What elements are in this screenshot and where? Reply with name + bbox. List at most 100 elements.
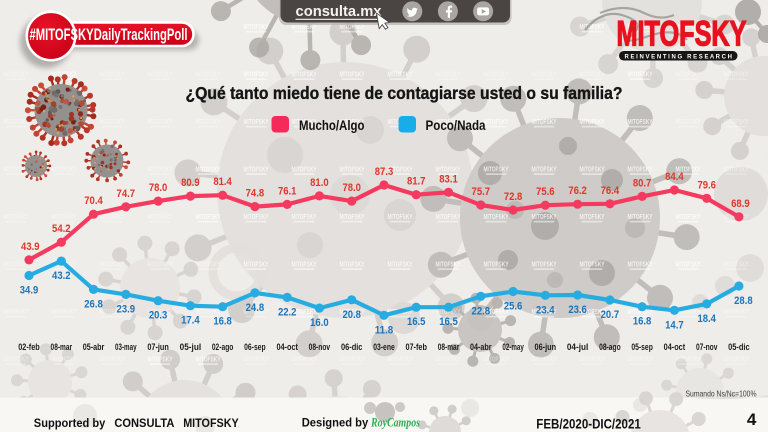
svg-text:MITOFSKY: MITOFSKY — [100, 72, 125, 79]
svg-text:81.4: 81.4 — [213, 176, 232, 188]
svg-text:MITOFSKY: MITOFSKY — [436, 167, 461, 174]
svg-text:MITOFSKY: MITOFSKY — [292, 72, 317, 79]
svg-text:MITOFSKY: MITOFSKY — [148, 357, 173, 364]
svg-text:MITOFSKY: MITOFSKY — [196, 262, 221, 269]
svg-text:MITOFSKY: MITOFSKY — [676, 24, 701, 31]
svg-text:MITOFSKY: MITOFSKY — [628, 214, 653, 221]
svg-text:MITOFSKY: MITOFSKY — [484, 214, 509, 221]
svg-text:MITOFSKY: MITOFSKY — [292, 24, 317, 31]
svg-text:MITOFSKY: MITOFSKY — [100, 214, 125, 221]
svg-text:03-ene: 03-ene — [373, 342, 395, 352]
svg-text:MITOFSKY: MITOFSKY — [340, 214, 365, 221]
svg-text:16.8: 16.8 — [213, 316, 232, 328]
svg-text:04-oct: 04-oct — [664, 342, 686, 352]
svg-text:MITOFSKY: MITOFSKY — [580, 309, 605, 316]
svg-text:MITOFSKY: MITOFSKY — [292, 167, 317, 174]
svg-text:76.1: 76.1 — [278, 185, 297, 197]
svg-text:MITOFSKY: MITOFSKY — [196, 119, 221, 126]
svg-text:MITOFSKY: MITOFSKY — [628, 167, 653, 174]
svg-text:MITOFSKY: MITOFSKY — [244, 309, 269, 316]
svg-text:83.1: 83.1 — [439, 173, 458, 185]
svg-text:MITOFSKY: MITOFSKY — [244, 119, 269, 126]
svg-text:75.6: 75.6 — [536, 186, 555, 198]
svg-text:#MITOFSKYDailyTrackingPoll: #MITOFSKYDailyTrackingPoll — [30, 26, 188, 44]
svg-text:MITOFSKY: MITOFSKY — [196, 72, 221, 79]
svg-text:MITOFSKY: MITOFSKY — [100, 262, 125, 269]
svg-text:MITOFSKY: MITOFSKY — [388, 167, 413, 174]
svg-text:MITOFSKY: MITOFSKY — [52, 357, 77, 364]
svg-text:06-sep: 06-sep — [244, 342, 266, 352]
svg-text:16.5: 16.5 — [439, 316, 458, 328]
svg-text:MITOFSKY: MITOFSKY — [484, 262, 509, 269]
svg-text:MITOFSKY: MITOFSKY — [436, 357, 461, 364]
svg-text:Supported by: Supported by — [34, 416, 106, 430]
svg-text:23.9: 23.9 — [117, 303, 136, 315]
svg-text:Designed by: Designed by — [302, 416, 369, 430]
svg-text:79.6: 79.6 — [697, 179, 716, 191]
svg-text:MITOFSKY: MITOFSKY — [196, 309, 221, 316]
svg-text:20.3: 20.3 — [149, 310, 168, 322]
svg-text:MITOFSKY: MITOFSKY — [436, 119, 461, 126]
svg-text:MITOFSKY: MITOFSKY — [100, 119, 125, 126]
svg-text:07-jun: 07-jun — [147, 342, 169, 352]
svg-text:MITOFSKY: MITOFSKY — [628, 72, 653, 79]
svg-text:80.7: 80.7 — [633, 177, 652, 189]
svg-text:MITOFSKY: MITOFSKY — [532, 72, 557, 79]
svg-text:04-jul: 04-jul — [567, 342, 589, 352]
svg-text:05-sep: 05-sep — [631, 342, 653, 352]
svg-text:04-abr: 04-abr — [470, 342, 492, 352]
svg-text:MITOFSKY: MITOFSKY — [100, 309, 125, 316]
svg-text:23.4: 23.4 — [536, 304, 555, 316]
svg-text:MITOFSKY: MITOFSKY — [244, 167, 269, 174]
svg-text:MITOFSKY: MITOFSKY — [484, 119, 509, 126]
svg-text:MITOFSKY: MITOFSKY — [676, 357, 701, 364]
svg-text:MITOFSKY: MITOFSKY — [724, 309, 749, 316]
svg-text:MITOFSKY: MITOFSKY — [628, 24, 653, 31]
svg-text:11.8: 11.8 — [375, 324, 394, 336]
svg-text:MITOFSKY: MITOFSKY — [532, 119, 557, 126]
svg-text:MITOFSKY: MITOFSKY — [244, 262, 269, 269]
svg-text:87.3: 87.3 — [375, 166, 394, 178]
svg-text:MITOFSKY: MITOFSKY — [340, 357, 365, 364]
svg-text:02-may: 02-may — [502, 342, 524, 352]
svg-text:MITOFSKY: MITOFSKY — [484, 309, 509, 316]
svg-text:25.6: 25.6 — [504, 301, 523, 313]
svg-text:78.0: 78.0 — [342, 182, 361, 194]
svg-text:81.7: 81.7 — [407, 176, 426, 188]
svg-text:MITOFSKY: MITOFSKY — [628, 357, 653, 364]
svg-text:MITOFSKY: MITOFSKY — [388, 72, 413, 79]
svg-text:72.8: 72.8 — [504, 191, 523, 203]
svg-text:MITOFSKY: MITOFSKY — [52, 309, 77, 316]
svg-text:06-jun: 06-jun — [535, 342, 557, 352]
svg-text:MITOFSKY: MITOFSKY — [580, 24, 605, 31]
svg-text:08-mar: 08-mar — [438, 342, 460, 352]
svg-text:MITOFSKY: MITOFSKY — [532, 357, 557, 364]
svg-text:54.2: 54.2 — [52, 223, 71, 235]
svg-text:84.4: 84.4 — [665, 171, 684, 183]
svg-text:16.5: 16.5 — [407, 316, 426, 328]
svg-text:MITOFSKY: MITOFSKY — [436, 309, 461, 316]
svg-text:20.8: 20.8 — [342, 309, 361, 321]
svg-text:MITOFSKY: MITOFSKY — [676, 72, 701, 79]
svg-text:07-feb: 07-feb — [405, 342, 427, 352]
svg-text:43.2: 43.2 — [52, 270, 71, 282]
svg-text:08-nov: 08-nov — [309, 342, 331, 352]
svg-text:04-oct: 04-oct — [276, 342, 298, 352]
svg-text:14.7: 14.7 — [665, 319, 684, 331]
svg-text:Poco/Nada: Poco/Nada — [426, 118, 486, 133]
svg-text:Sumando Ns/Nc=100%: Sumando Ns/Nc=100% — [686, 389, 757, 399]
svg-text:76.4: 76.4 — [601, 185, 620, 197]
svg-text:MITOFSKY: MITOFSKY — [292, 357, 317, 364]
svg-text:MITOFSKY: MITOFSKY — [580, 357, 605, 364]
svg-text:MITOFSKY: MITOFSKY — [100, 357, 125, 364]
svg-text:MITOFSKY: MITOFSKY — [340, 72, 365, 79]
svg-text:MITOFSKY: MITOFSKY — [292, 262, 317, 269]
svg-text:MITOFSKY: MITOFSKY — [724, 357, 749, 364]
svg-text:MITOFSKY: MITOFSKY — [292, 214, 317, 221]
svg-text:MITOFSKY: MITOFSKY — [148, 309, 173, 316]
svg-text:MITOFSKY: MITOFSKY — [148, 167, 173, 174]
svg-text:05-abr: 05-abr — [83, 342, 105, 352]
svg-text:MITOFSKY: MITOFSKY — [4, 214, 29, 221]
svg-text:MITOFSKY: MITOFSKY — [724, 167, 749, 174]
svg-text:MITOFSKY: MITOFSKY — [244, 214, 269, 221]
